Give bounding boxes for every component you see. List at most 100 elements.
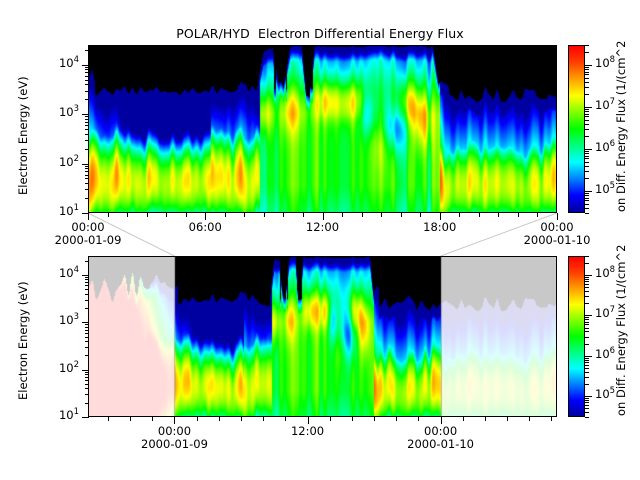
colorbar-tick-label: 108 <box>595 265 616 281</box>
colorbar-minor-tick <box>585 322 589 323</box>
y-minor-tick <box>85 189 89 190</box>
y-minor-tick <box>85 129 89 130</box>
x-tick-label: 06:00 <box>160 220 250 234</box>
x-minor-tick <box>507 417 508 421</box>
colorbar-tick-label: 105 <box>595 181 616 197</box>
y-minor-tick <box>85 394 89 395</box>
colorbar-minor-tick <box>585 279 589 280</box>
x-minor-tick <box>108 417 109 421</box>
y-major-tick <box>82 370 89 371</box>
y-minor-tick <box>85 277 89 278</box>
colorbar-minor-tick <box>585 384 589 385</box>
y-minor-tick <box>85 377 89 378</box>
y-major-tick <box>82 114 89 115</box>
colorbar-minor-tick <box>585 198 589 199</box>
y-minor-tick <box>85 119 89 120</box>
colorbar-minor-tick <box>585 158 589 159</box>
y-minor-tick <box>85 384 89 385</box>
y-minor-tick <box>85 341 89 342</box>
colorbar-minor-tick <box>585 344 589 345</box>
colorbar-major-tick <box>585 65 592 66</box>
colorbar-minor-tick <box>585 171 589 172</box>
x-tick-date: 2000-01-10 <box>523 233 591 248</box>
detail-colorbar[interactable] <box>568 45 585 213</box>
y-minor-tick <box>85 261 89 262</box>
x-tick-date: 2000-01-09 <box>141 437 208 452</box>
x-minor-tick <box>381 213 382 217</box>
x-minor-tick <box>197 417 198 421</box>
colorbar-tick-label: 108 <box>595 55 616 71</box>
y-minor-tick <box>85 355 89 356</box>
y-minor-tick <box>85 285 89 286</box>
y-minor-tick <box>85 337 89 338</box>
context-colorbar-gradient <box>569 257 584 416</box>
colorbar-minor-tick <box>585 116 589 117</box>
x-tick-label: 12:00 <box>278 220 368 234</box>
x-major-tick <box>557 213 558 220</box>
x-minor-tick <box>219 417 220 421</box>
colorbar-major-tick <box>585 396 592 397</box>
detail-colorbar-gradient <box>569 46 584 212</box>
x-tick-time: 00:00 <box>540 220 574 234</box>
colorbar-minor-tick <box>585 405 589 406</box>
context-panel[interactable] <box>88 256 557 417</box>
colorbar-minor-tick <box>585 256 589 257</box>
y-minor-tick <box>85 198 89 199</box>
y-minor-tick <box>85 333 89 334</box>
colorbar-minor-tick <box>585 200 589 201</box>
colorbar-minor-tick <box>585 402 589 403</box>
y-minor-tick <box>85 372 89 373</box>
detail-panel[interactable] <box>88 45 557 213</box>
x-tick-date: 2000-01-09 <box>54 233 122 248</box>
x-minor-tick <box>537 213 538 217</box>
y-tick-label: 103 <box>58 312 79 328</box>
x-minor-tick <box>241 417 242 421</box>
x-minor-tick <box>551 417 552 421</box>
colorbar-minor-tick <box>585 82 589 83</box>
colorbar-major-tick <box>585 149 592 150</box>
x-minor-tick <box>362 213 363 217</box>
colorbar-minor-tick <box>585 331 589 332</box>
x-minor-tick <box>418 417 419 421</box>
x-minor-tick <box>401 213 402 217</box>
colorbar-minor-tick <box>585 156 589 157</box>
colorbar-tick-label: 106 <box>595 345 616 361</box>
y-minor-tick <box>85 183 89 184</box>
colorbar-minor-tick <box>585 368 589 369</box>
x-minor-tick <box>283 213 284 217</box>
x-major-tick <box>323 213 324 220</box>
colorbar-tick-label: 106 <box>595 139 616 155</box>
x-minor-tick <box>518 213 519 217</box>
context-colorbar[interactable] <box>568 256 585 417</box>
y-minor-tick <box>85 84 89 85</box>
colorbar-minor-tick <box>585 296 589 297</box>
colorbar-minor-tick <box>585 208 589 209</box>
context-spectrogram-image <box>88 256 557 417</box>
x-tick-time: 00:00 <box>157 424 192 438</box>
colorbar-minor-tick <box>585 178 589 179</box>
y-minor-tick <box>85 403 89 404</box>
colorbar-minor-tick <box>585 153 589 154</box>
context-colorbar-label: on Diff. Energy Flux (1/(cm^2 <box>614 244 628 416</box>
x-minor-tick <box>330 417 331 421</box>
x-minor-tick <box>352 417 353 421</box>
y-minor-tick <box>85 91 89 92</box>
colorbar-minor-tick <box>585 360 589 361</box>
x-minor-tick <box>459 213 460 217</box>
colorbar-minor-tick <box>585 291 589 292</box>
y-minor-tick <box>85 72 89 73</box>
y-major-tick <box>82 65 89 66</box>
colorbar-tick-label: 107 <box>595 305 616 321</box>
x-tick-label: 12:00 <box>263 424 353 438</box>
colorbar-minor-tick <box>585 52 589 53</box>
colorbar-minor-tick <box>585 78 589 79</box>
colorbar-minor-tick <box>585 72 589 73</box>
y-minor-tick <box>85 80 89 81</box>
colorbar-minor-tick <box>585 166 589 167</box>
y-major-tick <box>82 275 89 276</box>
y-minor-tick <box>85 171 89 172</box>
y-minor-tick <box>85 380 89 381</box>
y-minor-tick <box>85 347 89 348</box>
x-minor-tick <box>225 213 226 217</box>
